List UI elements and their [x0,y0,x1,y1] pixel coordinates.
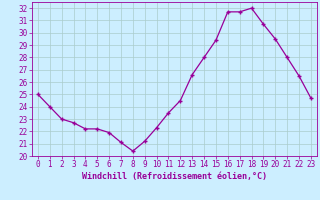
X-axis label: Windchill (Refroidissement éolien,°C): Windchill (Refroidissement éolien,°C) [82,172,267,181]
